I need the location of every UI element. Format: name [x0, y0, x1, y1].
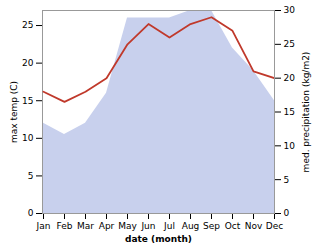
svg-text:20: 20	[284, 73, 296, 83]
svg-text:Jun: Jun	[140, 221, 155, 231]
svg-text:10: 10	[284, 141, 296, 151]
svg-text:15: 15	[22, 96, 33, 106]
svg-text:5: 5	[28, 171, 34, 181]
svg-text:5: 5	[284, 175, 290, 185]
svg-text:25: 25	[284, 39, 295, 49]
svg-text:15: 15	[284, 107, 295, 117]
svg-text:date (month): date (month)	[125, 234, 192, 244]
svg-text:Nov: Nov	[245, 221, 263, 231]
svg-text:med. precipitation (kg/m2): med. precipitation (kg/m2)	[301, 52, 311, 173]
svg-text:0: 0	[28, 208, 34, 218]
svg-text:Oct: Oct	[225, 221, 241, 231]
svg-text:Jan: Jan	[36, 221, 51, 231]
svg-text:30: 30	[284, 5, 296, 15]
svg-text:Dec: Dec	[266, 221, 283, 231]
svg-text:20: 20	[22, 58, 34, 68]
svg-text:0: 0	[284, 208, 290, 218]
svg-text:25: 25	[22, 20, 33, 30]
svg-text:Apr: Apr	[99, 221, 115, 231]
svg-text:May: May	[118, 221, 137, 231]
svg-text:10: 10	[22, 133, 34, 143]
svg-text:Feb: Feb	[57, 221, 73, 231]
svg-text:max temp (C): max temp (C)	[9, 81, 19, 143]
svg-text:Mar: Mar	[77, 221, 94, 231]
svg-text:Sep: Sep	[203, 221, 220, 231]
svg-text:Aug: Aug	[182, 221, 200, 231]
svg-text:Jul: Jul	[163, 221, 175, 231]
